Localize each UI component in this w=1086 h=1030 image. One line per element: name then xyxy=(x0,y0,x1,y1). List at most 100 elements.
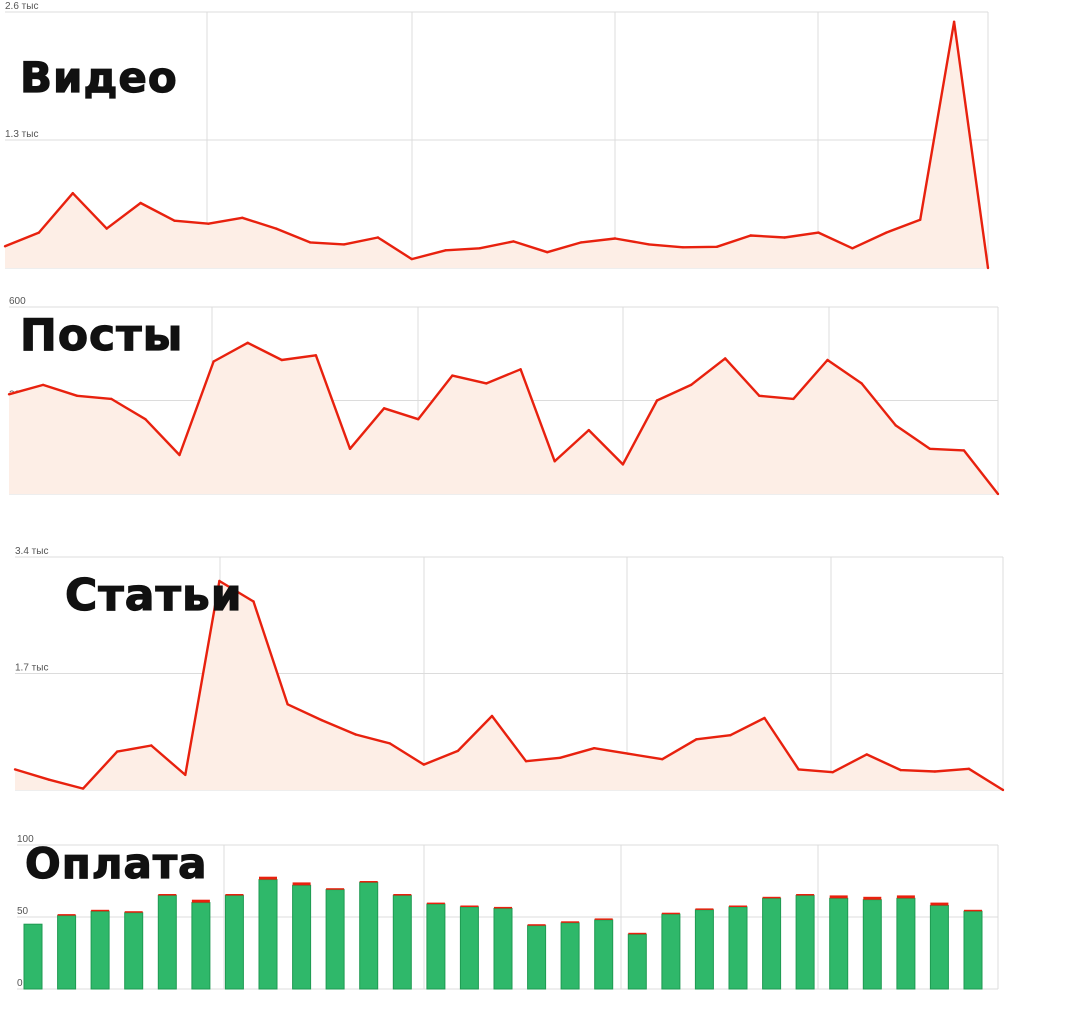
payment-bar xyxy=(258,879,278,990)
payment-bar xyxy=(728,906,748,990)
posts-data-point xyxy=(348,447,352,450)
payment-chart-title: Оплата xyxy=(25,839,208,888)
payment-bar xyxy=(191,902,211,990)
payment-bar xyxy=(224,894,244,990)
articles-data-point xyxy=(388,742,391,745)
posts-data-point xyxy=(962,449,966,452)
video-data-point xyxy=(173,219,176,222)
video-data-point xyxy=(3,245,7,248)
payment-bar-top-segment xyxy=(762,896,781,899)
articles-data-point xyxy=(218,579,221,583)
articles-data-point xyxy=(967,767,971,770)
payment-bar-top-segment xyxy=(124,911,143,913)
posts-data-point xyxy=(689,383,693,387)
posts-data-point xyxy=(792,397,795,401)
video-chart-title: Видео xyxy=(20,53,178,102)
payment-bar-top-segment xyxy=(729,905,747,907)
posts-data-point xyxy=(860,382,863,385)
payment-bar xyxy=(862,899,882,990)
payment-ytick-label: 0 xyxy=(17,978,23,989)
posts-ytick-label: 600 xyxy=(9,296,26,307)
articles-data-point xyxy=(627,752,630,755)
posts-area-fill xyxy=(9,342,998,494)
articles-data-point xyxy=(116,750,119,753)
articles-ytick-label: 1.7 тыс xyxy=(15,663,48,674)
posts-data-point xyxy=(655,399,659,402)
posts-data-point xyxy=(41,383,45,387)
payment-chart-panel: 100 50 0 Оплата xyxy=(17,834,999,990)
payment-bar-top-segment xyxy=(695,908,714,910)
payment-bar-top-segment xyxy=(191,899,210,903)
video-data-point xyxy=(410,257,413,261)
payment-bar xyxy=(527,925,547,990)
payment-bar xyxy=(594,919,614,990)
posts-data-point xyxy=(996,492,1000,496)
video-data-point xyxy=(342,243,346,246)
payment-bar xyxy=(896,897,916,990)
articles-data-point xyxy=(320,718,323,722)
payment-bar xyxy=(325,889,345,990)
posts-data-point xyxy=(894,424,897,427)
payment-bar xyxy=(392,894,412,990)
posts-data-point xyxy=(451,374,454,377)
payment-bar-top-segment xyxy=(896,895,915,899)
articles-data-point xyxy=(661,758,664,761)
posts-data-point xyxy=(212,360,215,363)
video-data-point xyxy=(647,243,651,246)
video-data-point xyxy=(478,247,481,250)
payment-bar-top-segment xyxy=(292,882,311,886)
articles-data-point xyxy=(456,749,460,753)
posts-data-point xyxy=(485,382,488,385)
payment-bar xyxy=(57,915,77,990)
articles-data-point xyxy=(1001,788,1005,792)
video-data-point xyxy=(444,249,447,252)
video-data-point xyxy=(207,222,210,225)
posts-chart-panel: 6003000Посты xyxy=(7,296,1000,496)
video-data-point xyxy=(512,240,515,243)
payment-bar-top-segment xyxy=(863,896,882,900)
video-data-point xyxy=(376,236,380,239)
payment-bar xyxy=(157,894,177,990)
payment-bar-top-segment xyxy=(628,932,647,935)
articles-area-fill xyxy=(15,581,1003,790)
posts-data-point xyxy=(382,407,386,410)
video-data-point xyxy=(885,231,888,234)
posts-data-point xyxy=(758,394,761,397)
payment-bar-top-segment xyxy=(158,894,177,896)
payment-bar xyxy=(963,910,983,990)
payment-bar xyxy=(694,909,714,990)
payment-bar-top-segment xyxy=(829,895,848,899)
video-data-point xyxy=(919,218,922,221)
payment-bar-top-segment xyxy=(460,905,479,907)
posts-data-point xyxy=(621,463,625,466)
payment-bar-top-segment xyxy=(964,909,982,912)
payment-bar xyxy=(124,912,144,990)
payment-bar-top-segment xyxy=(661,912,680,915)
payment-ytick-label: 100 xyxy=(17,834,34,845)
payment-bar-top-segment xyxy=(259,876,277,880)
articles-data-point xyxy=(933,770,937,773)
payment-bar-top-segment xyxy=(561,921,580,923)
articles-data-point xyxy=(47,778,51,781)
video-data-point xyxy=(71,192,75,195)
payment-bar xyxy=(929,905,949,990)
video-data-point xyxy=(817,231,820,234)
posts-data-point xyxy=(314,354,318,357)
articles-data-point xyxy=(354,733,357,736)
articles-data-point xyxy=(558,756,562,759)
video-data-point xyxy=(308,241,312,244)
video-data-point xyxy=(986,266,990,270)
payment-bar-top-segment xyxy=(359,881,378,883)
payment-bar xyxy=(426,903,446,990)
payment-bar-top-segment xyxy=(57,914,76,916)
posts-data-point xyxy=(280,358,283,362)
articles-data-point xyxy=(695,738,698,741)
video-data-point xyxy=(105,227,108,230)
articles-data-point xyxy=(865,753,868,756)
payment-bar xyxy=(829,897,849,990)
posts-data-point xyxy=(417,418,420,421)
posts-data-point xyxy=(724,357,727,360)
articles-data-point xyxy=(13,768,17,771)
video-series-line xyxy=(4,20,990,269)
